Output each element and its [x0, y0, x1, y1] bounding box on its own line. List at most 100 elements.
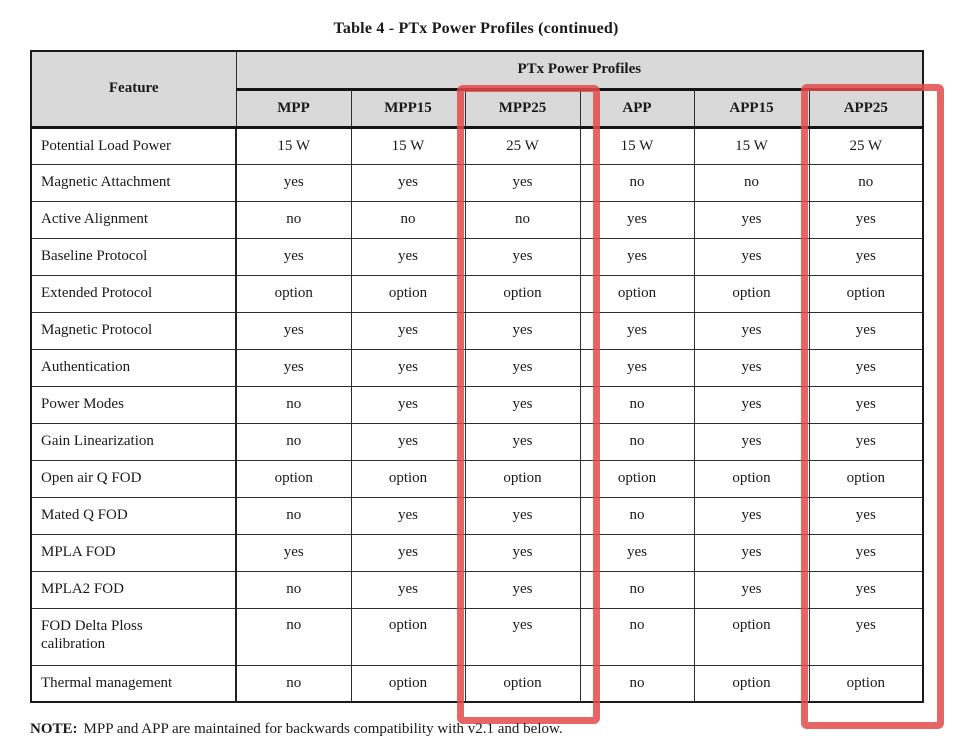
feature-cell: Authentication [30, 348, 237, 387]
feature-column-header: Feature [30, 50, 237, 129]
column-header-mpp: MPP [235, 88, 352, 129]
value-cell-app25: no [808, 163, 924, 202]
table-row: MPLA2 FOD no yes yes no yes yes [30, 570, 924, 609]
value-cell-mpp: no [235, 664, 352, 703]
value-cell-mpp: yes [235, 348, 352, 387]
table-row: Power Modes no yes yes no yes yes [30, 385, 924, 424]
note-text: MPP and APP are maintained for backwards… [83, 721, 563, 737]
value-cell-app15: option [693, 607, 810, 666]
value-cell-app: no [579, 570, 695, 609]
value-cell-app15: yes [693, 385, 810, 424]
value-cell-app: no [579, 385, 695, 424]
value-cell-mpp25: 25 W [464, 126, 581, 165]
header-group-row: Feature PTx Power Profiles [30, 50, 924, 129]
value-cell-app: option [579, 459, 695, 498]
value-cell-mpp15: yes [350, 348, 466, 387]
value-cell-mpp15: option [350, 607, 466, 666]
column-header-app25: APP25 [808, 88, 924, 129]
value-cell-app25: yes [808, 311, 924, 350]
value-cell-app: yes [579, 237, 695, 276]
feature-cell: Thermal management [30, 664, 237, 703]
feature-cell: Magnetic Protocol [30, 311, 237, 350]
feature-cell: Magnetic Attachment [30, 163, 237, 202]
value-cell-app25: yes [808, 237, 924, 276]
value-cell-app25: option [808, 459, 924, 498]
value-cell-mpp25: no [464, 200, 581, 239]
value-cell-app: no [579, 496, 695, 535]
value-cell-mpp25: yes [464, 533, 581, 572]
value-cell-mpp: no [235, 496, 352, 535]
table-row: Gain Linearization no yes yes no yes yes [30, 422, 924, 461]
table-header: Feature PTx Power Profiles MPP MPP15 MPP25… [30, 50, 924, 129]
table-row: Authentication yes yes yes yes yes yes [30, 348, 924, 387]
value-cell-app: yes [579, 311, 695, 350]
feature-cell: FOD Delta Ploss calibration [30, 607, 237, 666]
feature-cell: Mated Q FOD [30, 496, 237, 535]
value-cell-mpp25: yes [464, 496, 581, 535]
feature-cell: Potential Load Power [30, 126, 237, 165]
value-cell-mpp25: option [464, 664, 581, 703]
value-cell-app25: yes [808, 200, 924, 239]
feature-cell: Active Alignment [30, 200, 237, 239]
value-cell-mpp: no [235, 422, 352, 461]
column-header-mpp25: MPP25 [464, 88, 581, 129]
value-cell-mpp: yes [235, 237, 352, 276]
table-row: Potential Load Power 15 W 15 W 25 W 15 W 15 W… [30, 126, 924, 165]
value-cell-mpp: yes [235, 163, 352, 202]
value-cell-app25: option [808, 274, 924, 313]
value-cell-app15: 15 W [693, 126, 810, 165]
value-cell-mpp15: option [350, 459, 466, 498]
value-cell-app25: yes [808, 385, 924, 424]
column-header-mpp15: MPP15 [350, 88, 466, 129]
table-title: Table 4 - PTx Power Profiles (continued) [333, 20, 619, 37]
value-cell-app: yes [579, 533, 695, 572]
table-row: Baseline Protocol yes yes yes yes yes yes [30, 237, 924, 276]
feature-cell: MPLA FOD [30, 533, 237, 572]
table-row: Mated Q FOD no yes yes no yes yes [30, 496, 924, 535]
value-cell-mpp: option [235, 459, 352, 498]
value-cell-mpp: yes [235, 311, 352, 350]
value-cell-mpp15: yes [350, 496, 466, 535]
value-cell-app: no [579, 163, 695, 202]
value-cell-mpp15: 15 W [350, 126, 466, 165]
value-cell-app15: yes [693, 311, 810, 350]
value-cell-mpp: no [235, 200, 352, 239]
value-cell-app15: yes [693, 348, 810, 387]
value-cell-app15: no [693, 163, 810, 202]
table-body: Potential Load Power 15 W 15 W 25 W 15 W 15 W… [30, 126, 924, 703]
value-cell-app15: option [693, 459, 810, 498]
value-cell-app: 15 W [579, 126, 695, 165]
table-row: MPLA FOD yes yes yes yes yes yes [30, 533, 924, 572]
value-cell-app25: yes [808, 422, 924, 461]
value-cell-mpp: yes [235, 533, 352, 572]
table-row: Open air Q FOD option option option option op… [30, 459, 924, 498]
feature-cell: Power Modes [30, 385, 237, 424]
header-columns-row: MPP MPP15 MPP25 APP APP15 APP25 [31, 88, 924, 129]
value-cell-mpp: option [235, 274, 352, 313]
value-cell-mpp25: yes [464, 163, 581, 202]
value-cell-mpp25: yes [464, 385, 581, 424]
value-cell-app25: option [808, 664, 924, 703]
value-cell-app: no [579, 664, 695, 703]
feature-cell: Extended Protocol [30, 274, 237, 313]
table-row: Magnetic Attachment yes yes yes no no no [30, 163, 924, 202]
value-cell-mpp15: no [350, 200, 466, 239]
value-cell-mpp: no [235, 570, 352, 609]
value-cell-mpp25: yes [464, 607, 581, 666]
value-cell-mpp15: option [350, 664, 466, 703]
column-header-app15: APP15 [693, 88, 810, 129]
value-cell-mpp: 15 W [235, 126, 352, 165]
value-cell-app: no [579, 607, 695, 666]
value-cell-mpp15: yes [350, 570, 466, 609]
value-cell-app25: yes [808, 496, 924, 535]
table-row: Magnetic Protocol yes yes yes yes yes yes [30, 311, 924, 350]
value-cell-app15: yes [693, 200, 810, 239]
feature-cell: Gain Linearization [30, 422, 237, 461]
value-cell-mpp15: yes [350, 422, 466, 461]
value-cell-app15: yes [693, 570, 810, 609]
value-cell-app: option [579, 274, 695, 313]
value-cell-mpp15: option [350, 274, 466, 313]
note-label: NOTE: [30, 721, 78, 737]
value-cell-mpp25: option [464, 459, 581, 498]
value-cell-mpp25: yes [464, 237, 581, 276]
